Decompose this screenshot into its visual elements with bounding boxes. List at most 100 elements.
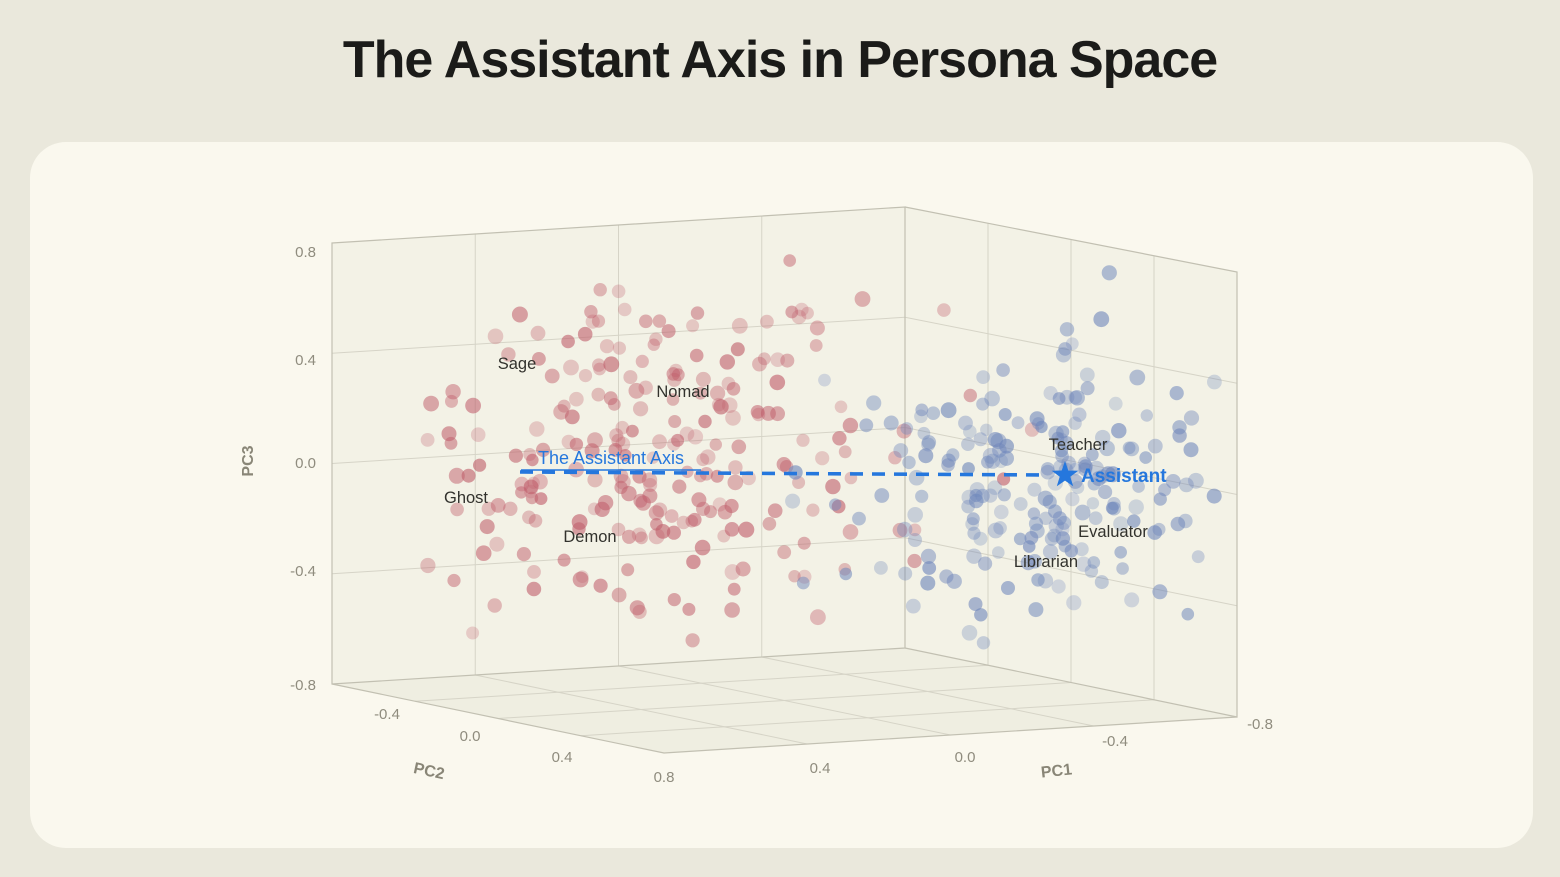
scatter-point-other-personas xyxy=(569,391,584,407)
scatter-point-other-personas xyxy=(648,528,665,545)
scatter-point-assistant-like-personas xyxy=(918,448,934,464)
scatter-point-other-personas xyxy=(731,317,748,334)
scatter-point-other-personas xyxy=(770,406,785,422)
scatter-point-other-personas xyxy=(676,515,691,530)
scatter-point-assistant-like-personas xyxy=(981,455,995,469)
scatter-point-other-personas xyxy=(571,514,588,530)
grid-line xyxy=(580,699,1155,737)
scatter-point-other-personas xyxy=(643,478,658,492)
scatter-point-other-personas xyxy=(578,369,593,383)
scatter-point-assistant-like-personas xyxy=(961,437,975,452)
scatter-point-other-personas xyxy=(445,394,458,408)
assistant-axis-line xyxy=(519,470,1049,477)
scatter-point-other-personas xyxy=(577,326,593,342)
scatter-point-other-personas xyxy=(608,443,623,457)
scatter-point-assistant-like-personas xyxy=(1191,550,1205,564)
scatter-point-other-personas xyxy=(591,314,606,328)
scatter-point-assistant-like-personas xyxy=(966,548,982,564)
scatter-point-other-personas xyxy=(576,570,589,583)
scatter-point-other-personas xyxy=(607,398,621,411)
scatter-point-other-personas xyxy=(730,342,745,357)
scatter-point-assistant-like-personas xyxy=(1206,488,1222,504)
scatter-point-other-personas xyxy=(831,499,846,514)
scatter-point-assistant-like-personas xyxy=(1029,411,1045,427)
scatter-point-other-personas xyxy=(752,356,767,372)
scatter-point-assistant-like-personas xyxy=(1079,367,1095,383)
scatter-point-other-personas xyxy=(810,609,826,626)
scatter-point-assistant-like-personas xyxy=(976,636,991,650)
scatter-point-other-personas xyxy=(619,449,632,462)
scatter-point-other-personas xyxy=(527,476,540,489)
scatter-point-assistant-like-personas xyxy=(1065,337,1079,351)
scatter-point-assistant-like-personas xyxy=(1037,573,1054,589)
scatter-point-other-personas xyxy=(516,547,532,562)
scatter-point-assistant-like-personas xyxy=(961,625,978,641)
scatter-point-other-personas xyxy=(530,325,546,341)
scatter-point-assistant-like-personas xyxy=(1139,451,1152,464)
right-wall-edge xyxy=(904,206,1238,718)
scatter-point-assistant-like-personas xyxy=(914,409,928,424)
scatter-point-assistant-like-personas xyxy=(969,482,985,498)
scatter-point-other-personas xyxy=(671,368,685,382)
scatter-point-other-personas xyxy=(667,593,681,607)
scatter-point-assistant-like-personas xyxy=(1028,602,1044,618)
scatter-point-other-personas xyxy=(489,536,505,552)
scatter-point-assistant-like-personas xyxy=(898,566,913,581)
scatter-point-other-personas xyxy=(809,339,823,352)
scatter-point-assistant-like-personas xyxy=(1001,581,1015,595)
scatter-point-assistant-like-personas xyxy=(976,397,990,411)
scatter-point-other-personas xyxy=(611,284,626,299)
scatter-point-assistant-like-personas xyxy=(998,450,1015,466)
scatter-point-assistant-like-personas xyxy=(921,437,936,452)
scatter-point-other-personas xyxy=(937,303,951,317)
scatter-point-assistant-like-personas xyxy=(1094,575,1109,590)
scatter-point-other-personas xyxy=(806,503,820,517)
scatter-point-assistant-like-personas xyxy=(1152,522,1166,536)
scatter-point-other-personas xyxy=(738,521,755,538)
scatter-point-other-personas xyxy=(666,393,680,406)
scatter-point-assistant-like-personas xyxy=(1055,531,1071,546)
scatter-point-assistant-like-personas xyxy=(1077,456,1092,470)
scatter-point-other-personas xyxy=(727,474,744,491)
scatter-point-other-personas xyxy=(615,436,631,452)
scatter-point-other-personas xyxy=(801,306,814,320)
scatter-point-other-personas xyxy=(691,492,707,508)
scatter-point-other-personas xyxy=(672,479,687,494)
scatter-point-other-personas xyxy=(611,433,626,448)
scatter-point-other-personas xyxy=(776,457,792,472)
scatter-point-assistant-like-personas xyxy=(1207,374,1222,390)
scatter-point-assistant-like-personas xyxy=(1147,525,1162,540)
pc2-tick-label: -0.4 xyxy=(374,706,400,723)
scatter-point-other-personas xyxy=(652,502,668,518)
scatter-point-assistant-like-personas xyxy=(1068,416,1082,430)
scatter-point-other-personas xyxy=(661,324,676,339)
scatter-point-other-personas xyxy=(647,338,660,351)
scatter-point-assistant-like-personas xyxy=(974,608,988,622)
scatter-point-assistant-like-personas xyxy=(1075,556,1092,572)
scatter-point-other-personas xyxy=(642,488,658,504)
scatter-point-other-personas xyxy=(466,626,480,640)
scatter-point-assistant-like-personas xyxy=(1181,607,1195,621)
scatter-point-assistant-like-personas xyxy=(1152,584,1168,600)
pc1-tick-label: -0.8 xyxy=(1247,716,1273,733)
scatter-point-other-personas xyxy=(593,362,606,376)
scatter-point-other-personas xyxy=(712,497,727,512)
scatter-point-assistant-like-personas xyxy=(922,561,937,575)
scatter-point-other-personas xyxy=(611,522,626,537)
scatter-point-assistant-like-personas xyxy=(1042,544,1059,560)
scatter-point-assistant-like-personas xyxy=(1047,528,1062,543)
scatter-point-other-personas xyxy=(809,320,825,336)
scatter-point-other-personas xyxy=(685,514,699,528)
scatter-point-assistant-like-personas xyxy=(1055,347,1072,363)
pc3-axis-title: PC3 xyxy=(240,445,257,476)
scatter-point-assistant-like-personas xyxy=(1084,564,1099,578)
scatter-point-assistant-like-personas xyxy=(1054,444,1069,458)
scatter-point-other-personas xyxy=(528,514,543,528)
scatter-point-other-personas xyxy=(635,354,649,368)
scatter-point-other-personas xyxy=(717,529,731,543)
scatter-point-other-personas xyxy=(475,545,492,561)
scatter-point-assistant-like-personas xyxy=(965,517,980,531)
scatter-point-other-personas xyxy=(423,395,439,412)
scatter-point-other-personas xyxy=(444,436,458,450)
scatter-point-assistant-like-personas xyxy=(1027,507,1041,520)
